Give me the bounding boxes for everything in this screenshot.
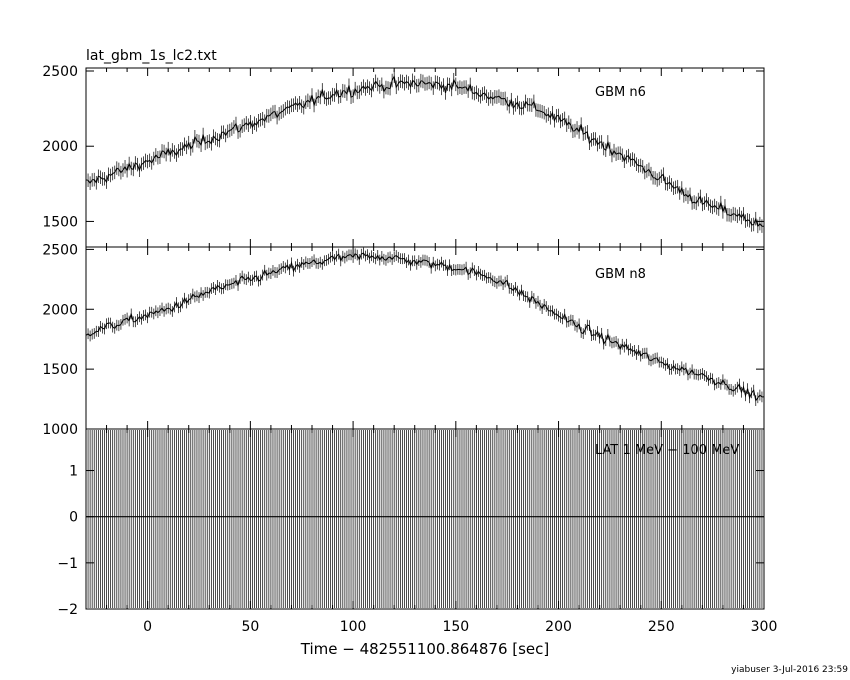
x-tick-label: 300 bbox=[751, 619, 778, 635]
x-axis-label: Time − 482551100.864876 [sec] bbox=[300, 640, 550, 658]
error-bars bbox=[85, 69, 765, 234]
panel-label: LAT 1 MeV − 100 MeV bbox=[595, 443, 739, 458]
light-curve bbox=[85, 252, 764, 402]
panel-lat: −2 −1 0 1 LAT 1 MeV − 100 MeV bbox=[57, 428, 765, 618]
y-tick-label: 1500 bbox=[42, 362, 78, 378]
x-tick-label: 50 bbox=[241, 619, 259, 635]
panel-gbm-n6: 1500 2000 2500 GBM n6 bbox=[42, 64, 765, 248]
y-tick-label: 1500 bbox=[42, 214, 78, 230]
panel-frame bbox=[85, 428, 765, 610]
y-tick-label: −1 bbox=[57, 556, 78, 572]
y-tick-label: 1000 bbox=[42, 422, 78, 438]
x-tick-label: 100 bbox=[340, 619, 367, 635]
x-tick-label: 150 bbox=[442, 619, 469, 635]
footer-stamp: yiabuser 3-Jul-2016 23:59 bbox=[731, 665, 848, 675]
x-axis-ticks: 0 50 100 150 200 250 300 bbox=[143, 619, 777, 635]
error-bars bbox=[85, 247, 765, 406]
x-tick-label: 0 bbox=[143, 619, 152, 635]
y-tick-label: −2 bbox=[57, 602, 78, 618]
y-tick-label: 2000 bbox=[42, 302, 78, 318]
y-tick-label: 2500 bbox=[42, 64, 78, 80]
y-tick-label: 1 bbox=[69, 464, 78, 480]
light-curve bbox=[85, 74, 765, 228]
panel-frame bbox=[85, 246, 765, 430]
panel-label: GBM n8 bbox=[595, 267, 646, 282]
y-tick-label: 0 bbox=[69, 510, 78, 526]
panel-frame bbox=[85, 67, 765, 248]
x-tick-label: 200 bbox=[545, 619, 572, 635]
y-tick-label: 2500 bbox=[42, 242, 78, 258]
panel-gbm-n8: 1000 1500 2000 2500 GBM n8 bbox=[42, 242, 765, 438]
y-tick-label: 2000 bbox=[42, 139, 78, 155]
x-tick-label: 250 bbox=[648, 619, 675, 635]
panel-label: GBM n6 bbox=[595, 85, 646, 100]
figure-title: lat_gbm_1s_lc2.txt bbox=[86, 48, 217, 64]
